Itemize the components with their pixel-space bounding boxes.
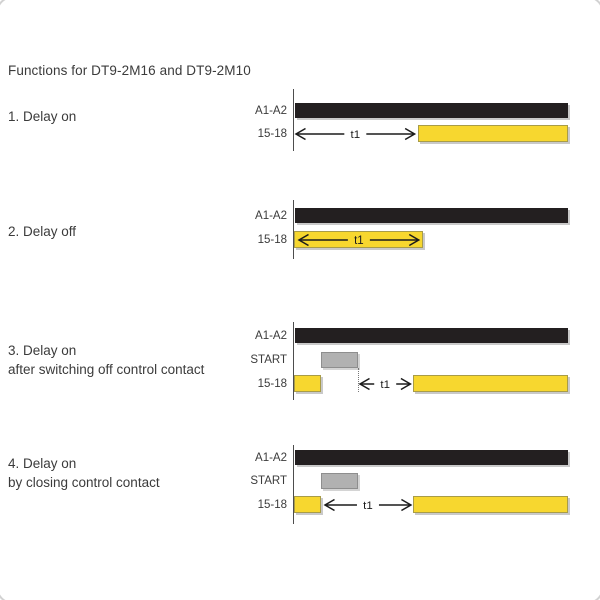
dotted-reference-line: [357, 368, 359, 392]
signal-label: START: [250, 354, 287, 366]
page-title: Functions for DT9-2M16 and DT9-2M10: [8, 63, 251, 78]
t1-arrow: t1: [358, 377, 413, 391]
section-title-line1: 1. Delay on: [8, 109, 77, 124]
section-title: 1. Delay on: [8, 107, 76, 126]
t1-label: t1: [354, 235, 364, 247]
section-title: 3. Delay on after switching off control c…: [8, 341, 204, 379]
section-title-line1: 4. Delay on: [8, 456, 77, 471]
section-title-line2: by closing control contact: [8, 475, 160, 490]
t1-arrow: t1: [297, 233, 421, 247]
signal-bar-black: [294, 103, 568, 118]
signal-label: A1-A2: [255, 209, 287, 222]
t1-arrow: t1: [294, 127, 417, 141]
t1-arrow: t1: [323, 498, 413, 512]
signal-bar-yellow: [418, 125, 568, 142]
timeline-axis: [293, 445, 295, 524]
signal-bar-yellow: [294, 231, 424, 248]
signal-bar-gray: [321, 352, 358, 368]
signal-bar-black: [294, 328, 568, 343]
timeline-axis: [293, 89, 295, 151]
section-title: 2. Delay off: [8, 222, 76, 241]
section-title: 4. Delay on by closing control contact: [8, 454, 160, 492]
t1-label: t1: [363, 500, 373, 512]
signal-label: 15-18: [257, 233, 287, 246]
section-title-line1: 3. Delay on: [8, 343, 77, 358]
signal-bar-black: [294, 208, 568, 223]
t1-label: t1: [351, 129, 361, 141]
signal-bar-black: [294, 450, 568, 465]
timeline-axis: [293, 322, 295, 400]
signal-label: A1-A2: [255, 104, 287, 117]
signal-bar-yellow: [412, 375, 568, 392]
section-title-line1: 2. Delay off: [8, 224, 77, 239]
signal-bar-yellow: [412, 496, 568, 513]
signal-label: 15-18: [257, 498, 287, 511]
timeline-axis: [293, 200, 295, 259]
signal-label: 15-18: [257, 127, 287, 140]
signal-bar-yellow: [294, 496, 322, 513]
section-title-line2: after switching off control contact: [8, 362, 205, 377]
signal-label: START: [250, 475, 287, 487]
signal-label: A1-A2: [255, 329, 287, 342]
t1-label: t1: [381, 379, 391, 391]
signal-bar-gray: [321, 473, 358, 489]
signal-bar-yellow: [294, 375, 322, 392]
signal-label: A1-A2: [255, 451, 287, 464]
signal-label: 15-18: [257, 377, 287, 390]
